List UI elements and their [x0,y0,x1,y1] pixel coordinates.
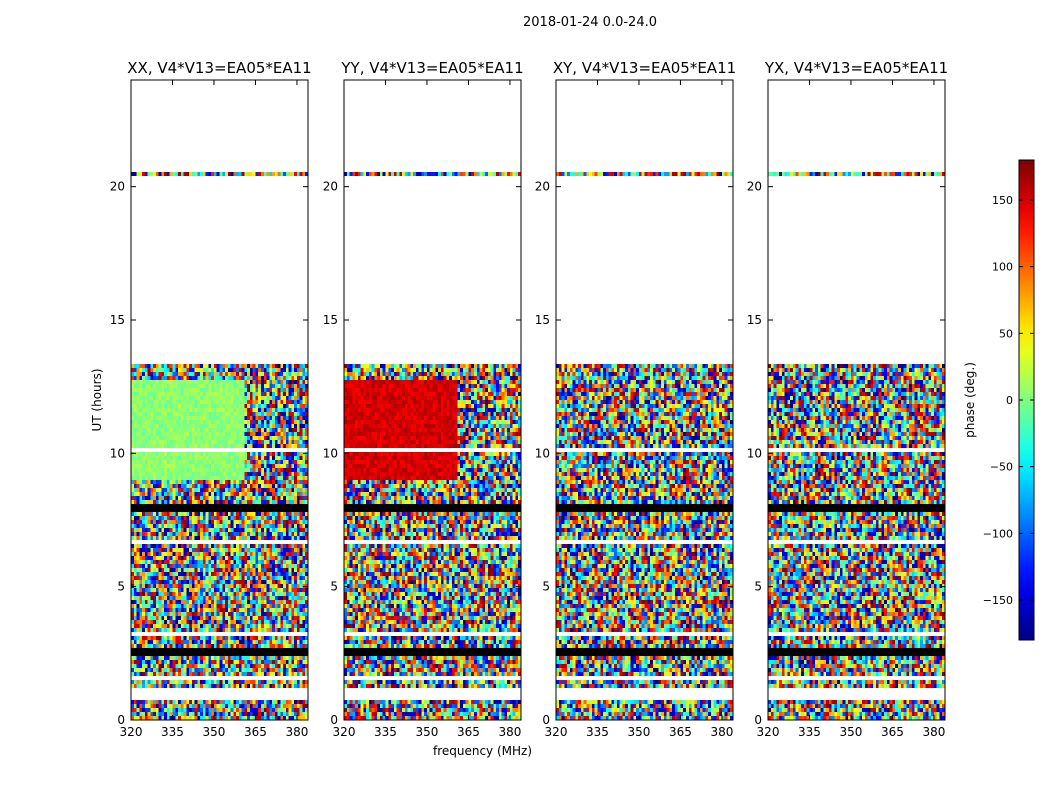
y-tick-label: 0 [542,713,550,727]
panel-xx: XX, V4*V13=EA05*EA11 320 335 350 365 380 0 5 10 1… [90,59,312,739]
panel-title: YX, V4*V13=EA05*EA11 [764,59,948,77]
y-tick-label: 0 [330,713,338,727]
colorbar-tick-label: −100 [983,527,1013,540]
x-tick-label: 320 [545,725,568,739]
panel-title: YY, V4*V13=EA05*EA11 [340,59,523,77]
x-axis-label: frequency (MHz) [433,744,532,758]
heatmap-image [768,80,945,720]
y-axis-label: UT (hours) [90,368,104,431]
x-tick-label: 350 [203,725,226,739]
y-tick-label: 0 [754,713,762,727]
y-tick-label: 15 [110,313,125,327]
panel-yy: YY, V4*V13=EA05*EA11 320 335 350 365 380 0 5 10 1… [323,59,532,758]
x-tick-label: 350 [840,725,863,739]
x-tick-label: 365 [881,725,904,739]
x-tick-label: 335 [586,725,609,739]
x-tick-label: 380 [498,725,521,739]
x-tick-label: 380 [922,725,945,739]
y-tick-label: 10 [535,446,550,460]
heatmap-image [344,80,521,720]
colorbar-tick-label: 150 [992,194,1013,207]
y-tick-label: 20 [747,180,762,194]
y-tick-label: 0 [117,713,125,727]
panel-title: XX, V4*V13=EA05*EA11 [127,59,311,77]
panel-xy: XY, V4*V13=EA05*EA11 320 335 350 365 380 0 5 10 1… [535,59,736,739]
axes-frame [130,79,309,721]
x-tick-label: 335 [374,725,397,739]
y-tick-label: 10 [323,446,338,460]
x-tick-label: 320 [120,725,143,739]
y-tick-label: 5 [754,580,762,594]
heatmap-image [131,80,308,720]
panel-title: XY, V4*V13=EA05*EA11 [553,59,736,77]
y-tick-label: 15 [535,313,550,327]
y-tick-label: 15 [747,313,762,327]
x-tick-label: 380 [710,725,733,739]
colorbar-tick-label: −50 [990,461,1013,474]
y-tick-label: 10 [110,446,125,460]
y-tick-label: 5 [117,580,125,594]
axes-frame [767,79,946,721]
y-tick-label: 5 [330,580,338,594]
figure-suptitle: 2018-01-24 0.0-24.0 [523,15,657,30]
panel-yx: YX, V4*V13=EA05*EA11 320 335 350 365 380 0 5 10 1… [747,59,948,739]
y-tick-label: 15 [323,313,338,327]
x-tick-label: 350 [416,725,439,739]
panels: XX, V4*V13=EA05*EA11 320 335 350 365 380 0 5 10 1… [90,59,948,758]
colorbar: −150 −100 −50 0 50 100 150 phase (deg.) [963,159,1035,641]
colorbar-label: phase (deg.) [963,362,977,438]
axes-frame [555,79,734,721]
x-tick-label: 380 [285,725,308,739]
heatmap-image [556,80,733,720]
x-tick-label: 350 [628,725,651,739]
axes-frame [343,79,522,721]
x-tick-label: 320 [333,725,356,739]
x-tick-label: 320 [757,725,780,739]
x-tick-label: 365 [457,725,480,739]
colorbar-tick-label: 50 [999,327,1013,340]
y-tick-label: 20 [535,180,550,194]
colorbar-tick-label: 0 [1006,394,1013,407]
x-tick-label: 365 [669,725,692,739]
y-tick-label: 5 [542,580,550,594]
y-tick-label: 20 [323,180,338,194]
y-tick-label: 10 [747,446,762,460]
colorbar-tick-label: −150 [983,594,1013,607]
y-tick-label: 20 [110,180,125,194]
x-tick-label: 335 [161,725,184,739]
x-tick-label: 365 [244,725,267,739]
x-tick-label: 335 [798,725,821,739]
colorbar-tick-label: 100 [992,261,1013,274]
